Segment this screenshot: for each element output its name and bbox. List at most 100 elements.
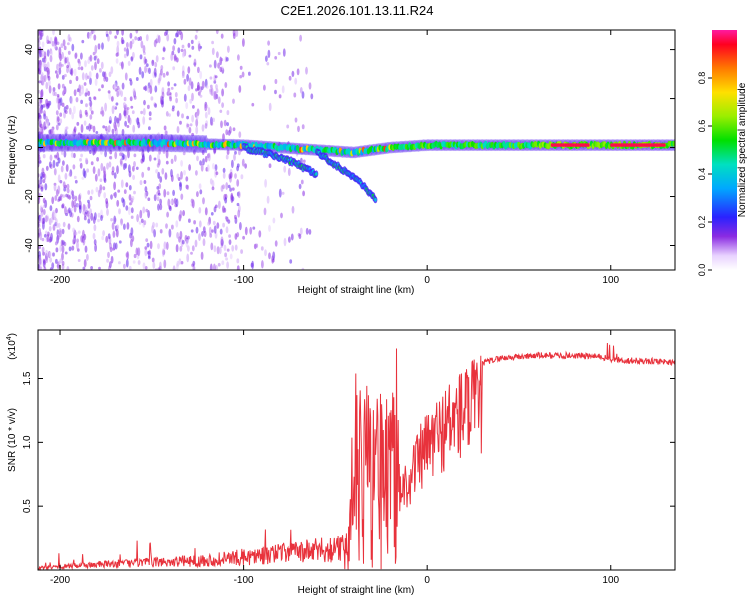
speckle-mark [175,220,179,228]
speckle-mark [161,57,165,60]
speckle-mark [178,236,181,243]
speckle-mark [216,246,220,255]
branch-mark [374,198,377,202]
speckle-mark [71,200,75,208]
speckle-mark [210,87,214,97]
speckle-mark [156,163,160,168]
speckle-mark [81,72,85,81]
speckle-mark [175,97,179,104]
speckle-mark [133,153,137,158]
speckle-mark [147,197,151,201]
speckle-mark [144,246,148,250]
speckle-mark [76,121,80,126]
speckle-mark [187,42,191,48]
speckle-mark [170,53,174,61]
speckle-mark [198,220,202,228]
speckle-mark [213,59,217,69]
speckle-mark [110,255,114,264]
speckle-mark [144,58,148,64]
speckle-mark [123,263,126,269]
speckle-mark [116,117,120,124]
speckle-mark [62,221,66,228]
speckle-mark [217,96,221,104]
speckle-mark [65,126,69,130]
speckle-mark [217,262,221,267]
speckle-mark [218,200,221,209]
speckle-mark [88,32,92,39]
speckle-mark [83,216,87,221]
speckle-mark [205,85,209,89]
speckle-mark [139,214,143,219]
speckle-mark [77,230,81,234]
speckle-mark [50,50,53,56]
speckle-mark [87,214,91,220]
speckle-mark [227,45,230,53]
speckle-mark [215,84,218,90]
speckle-mark [153,194,157,202]
speckle-mark [90,189,94,195]
y-tick-label: 40 [24,44,35,56]
speckle-mark [116,45,120,55]
speckle-mark [159,203,163,211]
speckle-mark [38,39,41,47]
speckle-mark [142,262,146,270]
speckle-mark [79,114,83,119]
speckle-mark [224,252,228,258]
speckle-mark [139,180,143,186]
speckle-mark [110,66,114,74]
speckle-mark [200,163,204,172]
snr-panel: -200 -100 0 100 0.5 1.0 1.5 Height of straigh… [6,329,676,596]
speckle-mark [68,64,72,73]
speckle-mark [202,158,205,166]
speckle-mark [56,235,60,241]
speckle-mark [128,265,132,270]
speckle-mark [53,43,57,50]
speckle-mark [126,125,130,128]
speckle-mark [101,235,105,241]
speckle-mark [66,266,70,270]
speckle-mark [157,267,161,270]
speckle-mark [38,245,41,250]
snr-scale-label: (x104) [6,333,18,360]
speckle-mark [169,205,172,212]
speckle-mark [302,190,305,197]
speckle-mark [170,158,174,164]
speckle-mark [116,52,120,57]
speckle-mark [263,84,266,91]
speckle-mark [215,30,219,35]
speckle-mark [92,30,96,34]
speckle-mark [156,186,160,190]
speckle-mark [56,73,59,79]
speckle-mark [176,260,180,267]
carrier-peak-mark [587,143,590,147]
speckle-mark [289,259,293,264]
speckle-mark [155,191,159,196]
speckle-mark [308,82,312,90]
speckle-mark [49,257,53,263]
speckle-mark [38,117,42,124]
speckle-mark [95,72,99,80]
speckle-mark [71,190,74,196]
speckle-mark [280,212,283,219]
speckle-mark [133,161,136,168]
y-tick-label: 20 [24,93,35,105]
speckle-mark [129,79,133,86]
speckle-mark [196,191,199,198]
speckle-mark [54,195,58,202]
speckle-mark [45,256,49,264]
speckle-mark [129,32,133,39]
speckle-mark [89,54,93,62]
speckle-mark [93,96,96,100]
speckle-mark [192,105,195,109]
speckle-mark [147,104,150,110]
speckle-mark [89,195,93,201]
speckle-mark [89,114,93,120]
speckle-mark [48,225,52,232]
speckle-mark [163,188,167,198]
speckle-mark [219,66,223,73]
speckle-mark [185,238,189,248]
speckle-mark [77,259,81,262]
speckle-mark [219,109,223,114]
speckle-mark [92,51,96,56]
speckle-mark [108,71,112,78]
